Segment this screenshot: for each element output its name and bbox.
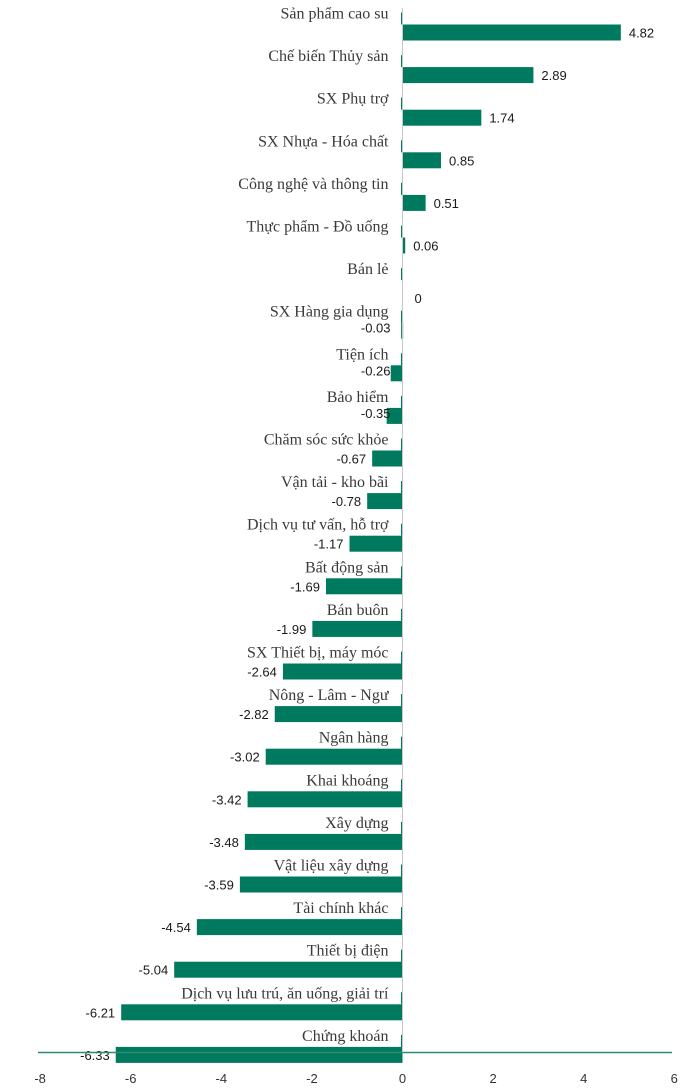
category-label: Xây dựng <box>325 815 388 832</box>
bar <box>402 67 534 84</box>
bar <box>174 961 403 978</box>
value-label: -3.42 <box>212 792 242 807</box>
value-label: -5.04 <box>139 963 169 978</box>
value-label: -1.99 <box>277 622 307 637</box>
bar <box>402 237 406 254</box>
category-label: Tiện ích <box>336 346 388 363</box>
x-tick-label: 4 <box>580 1071 587 1086</box>
value-label: -2.82 <box>239 707 269 722</box>
bar <box>265 748 403 765</box>
value-label: -3.59 <box>204 878 234 893</box>
value-label: -0.78 <box>332 494 362 509</box>
category-labels: Sản phẩm cao su Chế biến Thủy sản SX Phụ t… <box>181 6 390 1045</box>
value-label: -0.26 <box>361 363 391 378</box>
bar <box>402 152 442 169</box>
category-label: Nông - Lâm - Ngư <box>269 687 390 704</box>
bar <box>402 109 482 126</box>
category-label: SX Thiết bị, máy móc <box>247 645 388 662</box>
bar <box>244 833 403 850</box>
category-label: Thực phẩm - Đồ uống <box>247 219 389 236</box>
value-label: 1.74 <box>489 111 514 126</box>
bar <box>274 706 403 723</box>
value-label: 0.85 <box>449 153 474 168</box>
category-label: Bảo hiểm <box>327 389 389 406</box>
x-axis: -8 -6 -4 -2 0 2 4 6 <box>34 8 678 1086</box>
bar <box>121 1004 403 1021</box>
bar <box>115 1046 403 1063</box>
category-label: Sản phẩm cao su <box>281 6 389 23</box>
category-label: Vật liệu xây dựng <box>274 858 389 875</box>
bar <box>282 663 403 680</box>
category-label: Bán buôn <box>327 602 389 619</box>
value-label: -0.35 <box>361 406 391 421</box>
category-label: Bán lẻ <box>347 261 388 278</box>
bar <box>349 535 403 552</box>
x-tick-label: -2 <box>306 1071 318 1086</box>
category-label: SX Phụ trợ <box>317 91 389 108</box>
value-label: 0 <box>415 291 422 306</box>
value-label: -0.03 <box>361 321 391 336</box>
value-label: -3.02 <box>230 750 260 765</box>
bar <box>402 24 621 41</box>
bar <box>386 407 403 424</box>
category-label: Dịch vụ lưu trú, ăn uống, giải trí <box>181 985 389 1002</box>
bar <box>247 791 403 808</box>
value-label: 0.51 <box>434 196 459 211</box>
category-label: Khai khoáng <box>306 772 388 789</box>
x-tick-label: 0 <box>399 1071 406 1086</box>
value-label: 2.89 <box>541 68 566 83</box>
category-label: Chứng khoán <box>302 1028 388 1045</box>
value-label: -6.21 <box>86 1005 116 1020</box>
x-tick-label: -4 <box>216 1071 228 1086</box>
category-label: Dịch vụ tư vấn, hỗ trợ <box>247 517 389 534</box>
category-label: Vận tải - kho bãi <box>281 474 389 491</box>
value-label: -1.17 <box>314 537 344 552</box>
category-label: Ngân hàng <box>319 730 389 747</box>
category-label: Chế biến Thủy sản <box>268 48 388 65</box>
value-label: 0.06 <box>413 239 438 254</box>
value-label: -6.33 <box>80 1048 110 1063</box>
bar <box>312 620 403 637</box>
value-label: -4.54 <box>161 920 191 935</box>
category-label: Chăm sóc sức khỏe <box>264 432 389 449</box>
bar <box>239 876 403 893</box>
category-label: Thiết bị điện <box>307 943 389 960</box>
x-tick-label: -8 <box>34 1071 46 1086</box>
category-label: SX Hàng gia dụng <box>270 304 389 321</box>
bar <box>196 919 403 936</box>
x-tick-label: 2 <box>489 1071 496 1086</box>
bar <box>367 493 403 510</box>
category-label: SX Nhựa - Hóa chất <box>258 133 389 150</box>
value-label: -2.64 <box>247 665 277 680</box>
category-label: Tài chính khác <box>293 900 388 917</box>
category-label: Bất động sản <box>305 559 389 576</box>
bar <box>372 450 403 467</box>
value-label: -0.67 <box>337 452 367 467</box>
bar <box>402 194 426 211</box>
value-label: -1.69 <box>290 579 320 594</box>
value-labels: 4.82 2.89 1.74 0.85 0.51 0.06 0 -0.03 -0.26 -0.35… <box>80 26 654 1063</box>
bar <box>390 365 403 382</box>
category-label: Công nghệ và thông tin <box>238 176 388 193</box>
x-tick-label: -6 <box>125 1071 137 1086</box>
value-label: 4.82 <box>629 26 654 41</box>
x-tick-label: 6 <box>671 1071 678 1086</box>
bar <box>325 578 403 595</box>
value-label: -3.48 <box>209 835 239 850</box>
